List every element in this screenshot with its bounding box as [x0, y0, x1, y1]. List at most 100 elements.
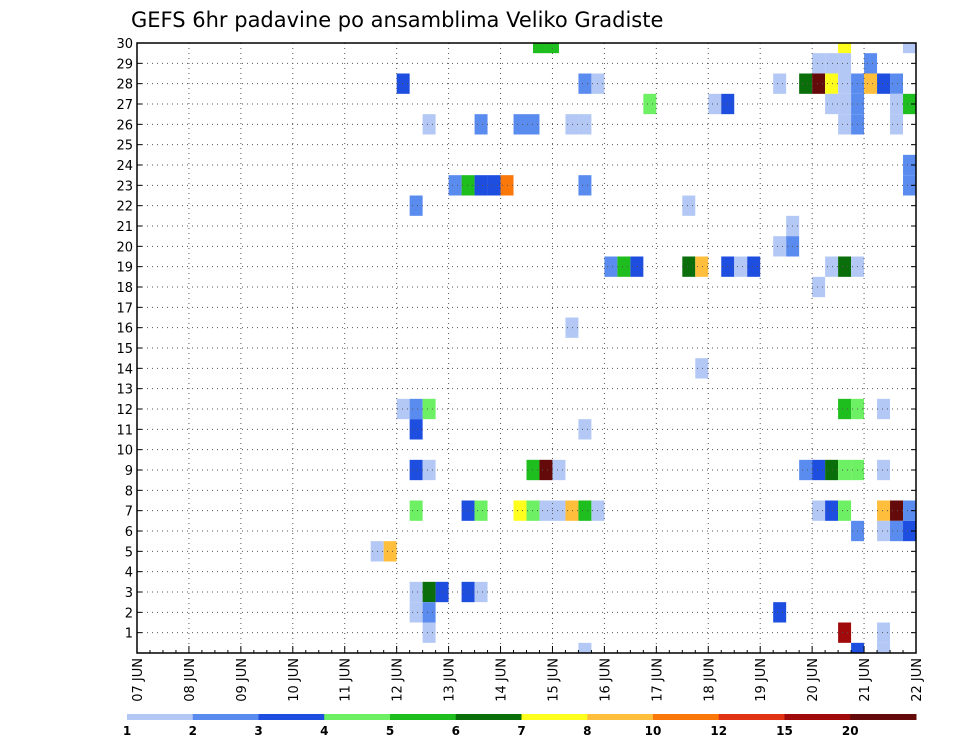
precip-cell	[708, 93, 722, 115]
precip-cell	[903, 43, 916, 54]
x-axis-ticks: 07 JUN 08 JUN 09 JUN 10 JUN 11 JUN 12 JUN 13 J…	[131, 646, 925, 702]
precip-cell	[513, 500, 527, 521]
precip-cell	[773, 73, 787, 94]
precip-cell	[903, 93, 916, 115]
legend-swatch	[784, 714, 851, 720]
precip-cell	[812, 459, 826, 481]
x-tick-label: 17 JUN	[650, 658, 665, 702]
x-tick-label: 07 JUN	[131, 658, 146, 702]
x-tick-label: 08 JUN	[183, 658, 198, 702]
y-tick-label: 29	[116, 57, 133, 72]
y-tick-label: 7	[125, 505, 133, 520]
precip-cell	[695, 358, 709, 379]
y-tick-label: 4	[125, 566, 133, 581]
legend-label: 1	[123, 724, 131, 738]
y-tick-label: 2	[125, 606, 133, 621]
x-tick-label: 09 JUN	[235, 658, 250, 702]
precip-cell	[838, 398, 852, 420]
precip-cell	[565, 317, 579, 338]
legend-label: 3	[254, 724, 262, 738]
precip-cell	[812, 500, 826, 521]
precip-cell	[890, 73, 904, 94]
color-legend: 1 2 3 4 5 6 7 8 10 12 15 20	[123, 714, 917, 738]
precip-cell	[773, 236, 787, 257]
precip-cell	[578, 419, 592, 440]
precip-cell	[409, 398, 423, 420]
precip-cell	[532, 43, 546, 54]
precip-cell	[409, 602, 423, 623]
legend-swatch	[390, 714, 457, 720]
legend-swatch	[653, 714, 720, 720]
precip-cell	[877, 500, 891, 521]
precip-cell	[474, 114, 488, 135]
x-tick-label: 18 JUN	[702, 658, 717, 702]
x-tick-label: 12 JUN	[391, 658, 406, 702]
precip-cell	[903, 500, 916, 521]
y-tick-label: 24	[116, 159, 133, 174]
x-tick-label: 13 JUN	[443, 658, 458, 702]
precip-cell	[838, 73, 852, 94]
y-tick-label: 19	[116, 261, 133, 276]
precip-cell	[812, 73, 826, 94]
precip-cell	[552, 459, 566, 481]
precip-cell	[877, 622, 891, 643]
precip-cell	[422, 459, 436, 481]
precip-cell	[539, 500, 553, 521]
precip-cell	[617, 256, 631, 277]
precip-cell	[838, 114, 852, 135]
precip-cell	[513, 114, 527, 135]
x-tick-label: 11 JUN	[339, 658, 354, 702]
precip-cell	[409, 581, 423, 603]
y-tick-label: 16	[116, 322, 133, 337]
precip-cell	[838, 53, 852, 74]
precip-cell	[396, 73, 410, 94]
precip-cell	[877, 459, 891, 481]
precip-cell	[838, 256, 852, 277]
chart-grid	[137, 43, 916, 653]
legend-label: 7	[517, 724, 525, 738]
precip-cell	[409, 459, 423, 481]
precip-cell	[877, 642, 891, 653]
precip-cell	[422, 398, 436, 420]
y-tick-label: 14	[116, 362, 133, 377]
x-tick-label: 15 JUN	[546, 658, 561, 702]
precip-cell	[422, 602, 436, 623]
precip-cell	[812, 53, 826, 74]
precip-cell	[825, 256, 839, 277]
precip-cell	[864, 53, 878, 74]
precip-cell	[825, 93, 839, 115]
precip-cell	[825, 459, 839, 481]
precip-cell	[422, 622, 436, 643]
precip-cell	[422, 114, 436, 135]
precip-cell	[682, 256, 696, 277]
precip-cell	[799, 73, 813, 94]
precip-cell	[890, 114, 904, 135]
legend-swatch	[324, 714, 391, 720]
precip-cell	[409, 419, 423, 440]
legend-label: 4	[320, 724, 328, 738]
precip-cell	[890, 93, 904, 115]
legend-label: 15	[776, 724, 793, 738]
precip-cell	[877, 520, 891, 542]
y-tick-label: 18	[116, 281, 133, 296]
precip-cell	[747, 256, 761, 277]
y-tick-label: 30	[116, 37, 133, 52]
precip-cell	[825, 73, 839, 94]
y-tick-label: 13	[116, 383, 133, 398]
legend-swatch	[587, 714, 654, 720]
y-tick-label: 11	[116, 423, 133, 438]
y-tick-label: 17	[116, 301, 133, 316]
legend-swatch	[850, 714, 917, 720]
y-tick-label: 20	[116, 240, 133, 255]
y-tick-label: 25	[116, 139, 133, 154]
precip-cell	[838, 93, 852, 115]
y-tick-label: 12	[116, 403, 133, 418]
precip-cell	[565, 500, 579, 521]
precip-cell	[643, 93, 657, 115]
legend-label: 20	[842, 724, 859, 738]
precip-cell	[578, 642, 592, 653]
y-tick-label: 15	[116, 342, 133, 357]
legend-label: 2	[189, 724, 197, 738]
legend-swatch	[718, 714, 785, 720]
precip-cell	[838, 622, 852, 643]
